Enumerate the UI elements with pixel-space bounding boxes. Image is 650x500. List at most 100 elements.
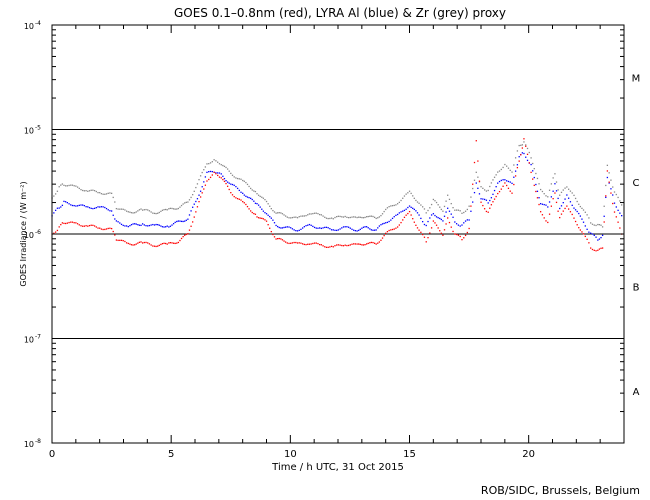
data-point: [435, 216, 438, 218]
data-point: [174, 221, 176, 224]
data-point: [434, 214, 436, 217]
data-point: [137, 210, 139, 212]
flare-class-labels: A B C M: [632, 73, 641, 398]
data-point: [455, 209, 458, 211]
data-point: [298, 229, 300, 232]
data-point: [566, 205, 568, 207]
data-point: [593, 234, 595, 237]
data-point: [150, 244, 152, 246]
x-tick-label: 10: [284, 449, 297, 460]
data-point: [148, 210, 151, 212]
data-point: [582, 233, 585, 235]
data-point: [273, 236, 276, 238]
data-point: [324, 246, 326, 248]
data-point: [395, 214, 397, 216]
data-point: [601, 234, 604, 237]
data-point: [619, 212, 621, 214]
data-point: [344, 244, 346, 246]
data-point: [557, 197, 559, 200]
data-point: [114, 234, 116, 236]
data-point: [168, 242, 170, 244]
data-point: [422, 206, 424, 208]
data-point: [155, 223, 157, 226]
data-point: [193, 190, 195, 192]
data-point: [220, 177, 222, 179]
data-point: [621, 204, 623, 206]
data-point: [359, 228, 361, 231]
data-point: [364, 216, 366, 219]
data-point: [272, 233, 274, 236]
data-point: [353, 229, 355, 231]
data-point: [457, 224, 460, 226]
data-point: [261, 208, 263, 210]
data-point: [230, 192, 232, 194]
data-point: [550, 183, 553, 185]
data-point: [85, 190, 87, 192]
data-point: [317, 212, 319, 215]
data-point: [362, 217, 365, 219]
data-point: [322, 227, 324, 229]
data-point: [165, 208, 167, 211]
data-point: [520, 154, 522, 156]
data-point: [475, 171, 477, 173]
y-tick-label-exp: -4: [35, 20, 41, 27]
data-point: [188, 214, 191, 216]
data-point: [242, 200, 244, 203]
data-point: [308, 213, 311, 215]
data-point: [269, 227, 271, 229]
data-point: [168, 208, 170, 210]
data-point: [93, 225, 96, 227]
data-point: [536, 177, 539, 180]
data-point: [533, 167, 535, 170]
data-point: [557, 210, 559, 212]
data-point: [464, 234, 467, 237]
data-point: [80, 225, 82, 227]
data-point: [325, 217, 328, 219]
data-point: [273, 222, 276, 224]
data-point: [500, 179, 502, 182]
data-point: [461, 212, 463, 214]
data-point: [547, 196, 549, 198]
data-point: [60, 223, 62, 226]
data-point: [463, 237, 465, 239]
data-point: [298, 216, 300, 218]
data-point: [157, 212, 159, 214]
data-point: [95, 190, 97, 193]
data-point: [373, 242, 376, 244]
data-point: [514, 157, 517, 159]
data-point: [325, 246, 328, 248]
data-point: [535, 172, 537, 175]
data-point: [598, 224, 601, 226]
data-point: [143, 241, 145, 244]
data-point: [606, 170, 609, 172]
data-point: [206, 171, 208, 174]
data-point: [71, 221, 74, 223]
data-point: [573, 207, 575, 209]
data-point: [356, 243, 358, 245]
data-point: [543, 203, 545, 206]
data-point: [543, 193, 545, 195]
data-point: [129, 225, 131, 227]
data-point: [140, 241, 142, 243]
data-point: [584, 235, 586, 238]
data-point: [281, 213, 284, 215]
data-point: [245, 195, 247, 197]
data-point: [134, 244, 136, 246]
data-point: [160, 243, 162, 246]
data-point: [390, 229, 392, 231]
data-point: [158, 224, 160, 226]
data-point: [437, 227, 439, 229]
data-point: [61, 204, 64, 207]
data-point: [222, 164, 224, 167]
data-point: [288, 217, 290, 219]
data-point: [270, 208, 272, 210]
data-point: [511, 182, 513, 185]
data-point: [158, 244, 160, 247]
data-point: [598, 248, 601, 250]
data-point: [223, 177, 226, 180]
data-point: [138, 241, 141, 243]
data-point: [192, 193, 194, 196]
data-point: [605, 184, 607, 187]
data-point: [120, 208, 123, 210]
data-point: [497, 182, 499, 184]
